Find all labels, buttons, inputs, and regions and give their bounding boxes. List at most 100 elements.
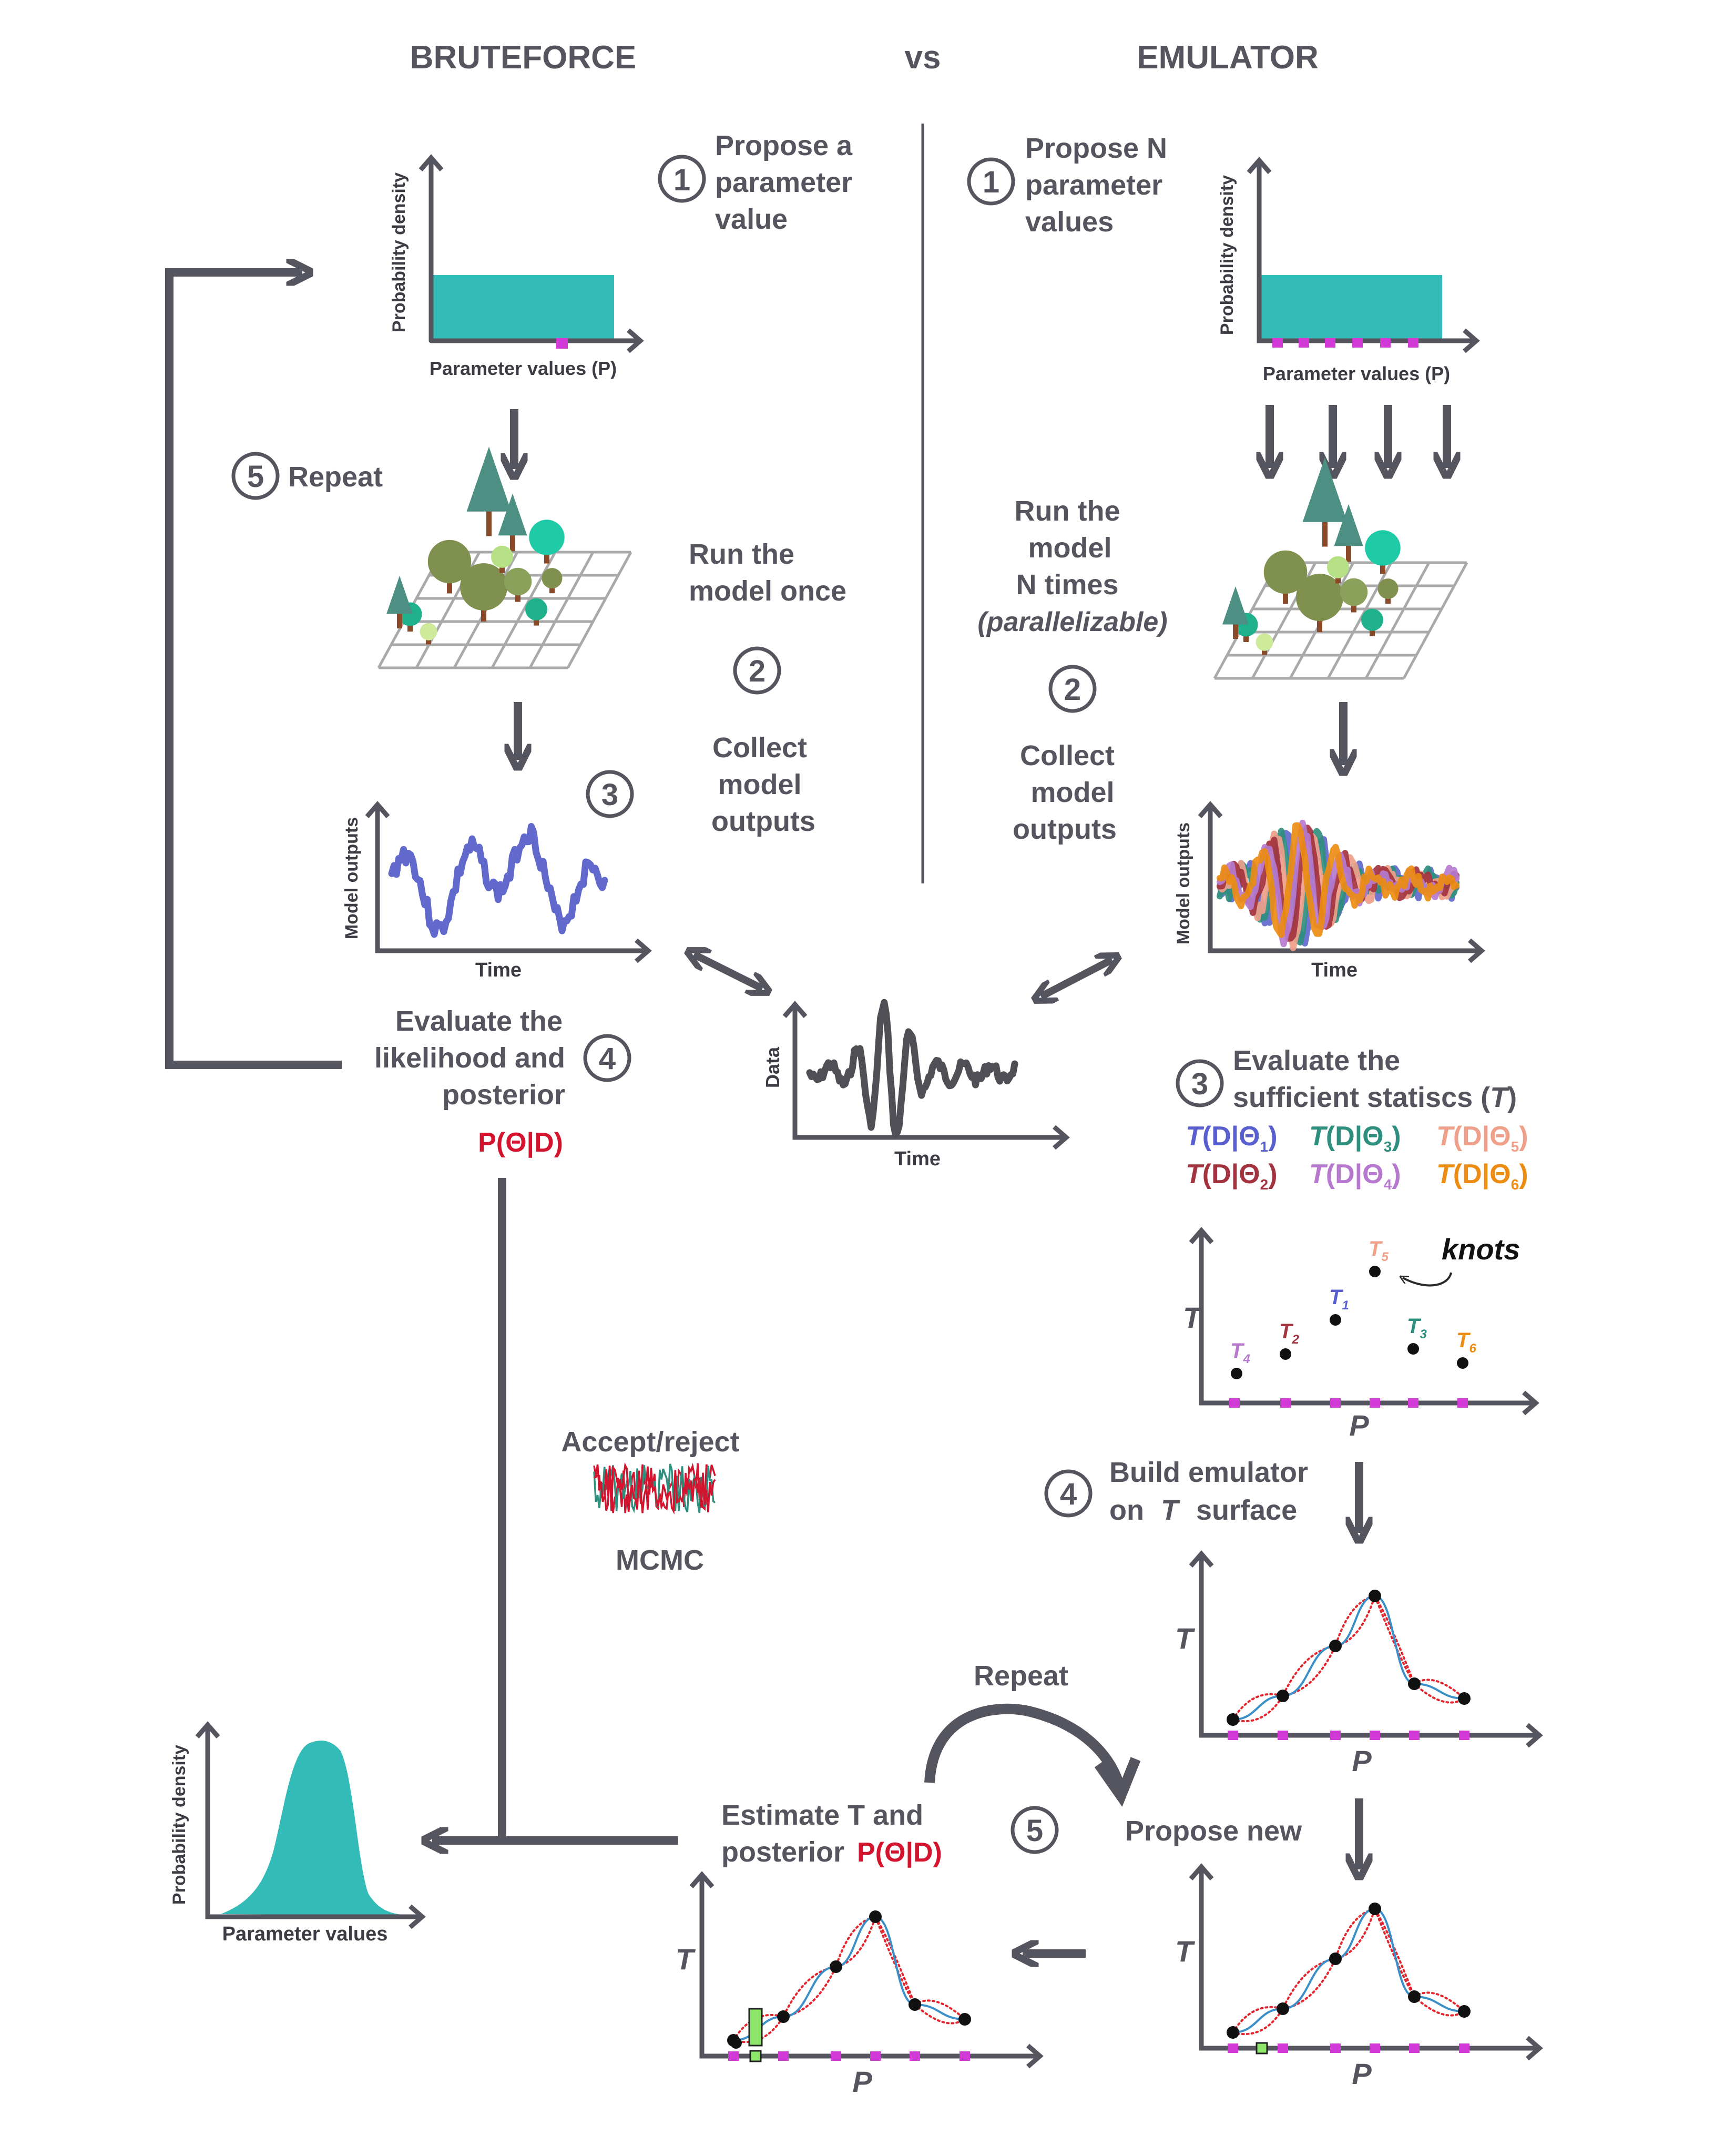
emu-evaluate-line2: sufficient statiscs (T) [1233, 1082, 1517, 1113]
emu-prior-x-arrowhead [1463, 328, 1480, 353]
emu-evaluate-T: T [1490, 1082, 1509, 1113]
repeat-loop-arrow [165, 272, 342, 1069]
knot-point [830, 1960, 842, 1973]
surface-x-arrowhead [1526, 2036, 1543, 2061]
p-axis-marker [1370, 1398, 1380, 1408]
emu-collect-line2: model [1030, 777, 1114, 808]
knot-point [1330, 1314, 1341, 1326]
knot-label: T5 [1369, 1237, 1389, 1264]
surface-axes [699, 1877, 1038, 2059]
emu-prior-axes [1257, 163, 1475, 343]
knot-letter: T [1456, 1329, 1471, 1352]
emu-posterior-label: P(Θ|D) [857, 1837, 942, 1868]
knot-point [1369, 1266, 1381, 1277]
sampled-parameter-marker [1380, 338, 1391, 348]
bruteforce-run-line1: Run the [689, 538, 794, 570]
data-ylabel: Data [762, 1046, 783, 1088]
bruteforce-output-chart: Model outputs Time [342, 801, 652, 981]
evaluate-line3: posterior [442, 1079, 565, 1111]
emu-prior-xlabel: Parameter values (P) [1263, 363, 1450, 384]
sampled-parameter-marker [1352, 338, 1363, 348]
deciduous-tree [1256, 633, 1273, 651]
p-axis-marker [728, 2051, 739, 2061]
p-axis-marker [1278, 2043, 1288, 2053]
p-axis-marker [1370, 1731, 1380, 1740]
knot-letter: T [1329, 1286, 1344, 1309]
step3-number: 3 [601, 778, 618, 812]
knot-subscript: 3 [1420, 1327, 1427, 1341]
emu-step2-number: 2 [1064, 673, 1081, 707]
deciduous-tree [491, 545, 513, 568]
knot-label: T3 [1407, 1315, 1427, 1341]
mcmc-label: MCMC [616, 1544, 704, 1576]
uncertainty-band-lower [1232, 1593, 1465, 1723]
surface-xlabel: P [1352, 2057, 1372, 2090]
estimate-block: Estimate T and posterior P(Θ|D) [721, 1799, 942, 1868]
bruteforce-collect-line1: Collect [712, 732, 807, 764]
surface-y-arrowhead [689, 1871, 715, 1888]
knot-point [1369, 1903, 1381, 1915]
knot-point [1227, 1713, 1239, 1726]
knot-label: T1 [1329, 1286, 1349, 1313]
bruteforce-propose-line2: parameter [715, 167, 852, 198]
stat-T: T [1309, 1121, 1328, 1152]
bruteforce-prior-chart: Probability density Parameter values (P) [389, 154, 644, 379]
knot-point [1329, 1640, 1342, 1652]
emu-collect-line1: Collect [1020, 740, 1115, 771]
knot-letter: T [1230, 1339, 1245, 1362]
knot-point [1458, 2005, 1471, 2018]
posterior-density [221, 1741, 407, 1915]
emu-prior-uniform-bar [1261, 275, 1442, 341]
deciduous-tree [525, 598, 547, 621]
stat-subscript: 4 [1384, 1176, 1392, 1193]
mcmc-trace [593, 1462, 716, 1514]
grid-line [1364, 562, 1431, 679]
emu-output-axes [1208, 807, 1480, 953]
knot-label: T6 [1456, 1329, 1476, 1356]
p-axis-marker [1457, 1398, 1468, 1408]
evaluate-line1: Evaluate the [395, 1005, 563, 1037]
emu-run-line1: Run the [1015, 495, 1120, 527]
emulator-prior-chart: Probability density Parameter values (P) [1217, 157, 1480, 384]
sufficient-stat-1: T(D|Θ1) [1186, 1121, 1278, 1155]
prior-ylabel: Probability density [389, 172, 409, 332]
sampled-parameter-marker [1325, 338, 1335, 348]
p-axis-marker [910, 2051, 920, 2061]
stat-body: (D|Θ [1202, 1121, 1260, 1152]
tree-trunk [1322, 515, 1328, 547]
prior-axes [428, 160, 639, 343]
emu-step5-circle [1011, 1806, 1059, 1854]
uncertainty-band-lower [732, 1914, 966, 2043]
emu-step5-number: 5 [1026, 1814, 1043, 1848]
emu-repeat-label: Repeat [974, 1660, 1068, 1692]
emu-output-xlabel: Time [1311, 959, 1358, 981]
tree-trunk [1233, 621, 1238, 639]
knot-subscript: 4 [1242, 1352, 1250, 1366]
stat-close: ) [1392, 1159, 1401, 1189]
p-axis-marker [1459, 2043, 1469, 2053]
stat-T: T [1436, 1121, 1455, 1152]
evaluate-line2: likelihood and [374, 1042, 565, 1074]
emu-step1-circle [967, 157, 1015, 206]
step5-number: 5 [247, 460, 264, 494]
sufficient-stat-5: T(D|Θ4) [1309, 1159, 1401, 1193]
p-axis-marker [831, 2051, 841, 2061]
bruteforce-header: BRUTEFORCE [410, 39, 637, 76]
emu-evaluate-close: ) [1507, 1082, 1517, 1113]
bruteforce-run-line2: model once [689, 575, 846, 607]
build-line2: on [1109, 1494, 1144, 1526]
surface-y-arrowhead [1189, 1863, 1214, 1880]
proposal-surface-chart: TP [1175, 1863, 1543, 2090]
posterior-x-arrowhead [409, 1904, 426, 1929]
emu-run-line2: model [1028, 532, 1111, 564]
p-axis-marker [1370, 2043, 1380, 2053]
final-posterior-chart: Probability density Parameter values [169, 1721, 426, 1945]
estimate-surface-chart: TP [676, 1871, 1044, 2098]
knot-point [1227, 2026, 1239, 2039]
grid-line [528, 551, 595, 669]
knot-label: T2 [1279, 1320, 1299, 1347]
p-axis-marker [1280, 1398, 1291, 1408]
data-axes [792, 1007, 1065, 1140]
emu-propose-line1: Propose N [1025, 133, 1167, 164]
p-axis-marker [960, 2051, 970, 2061]
